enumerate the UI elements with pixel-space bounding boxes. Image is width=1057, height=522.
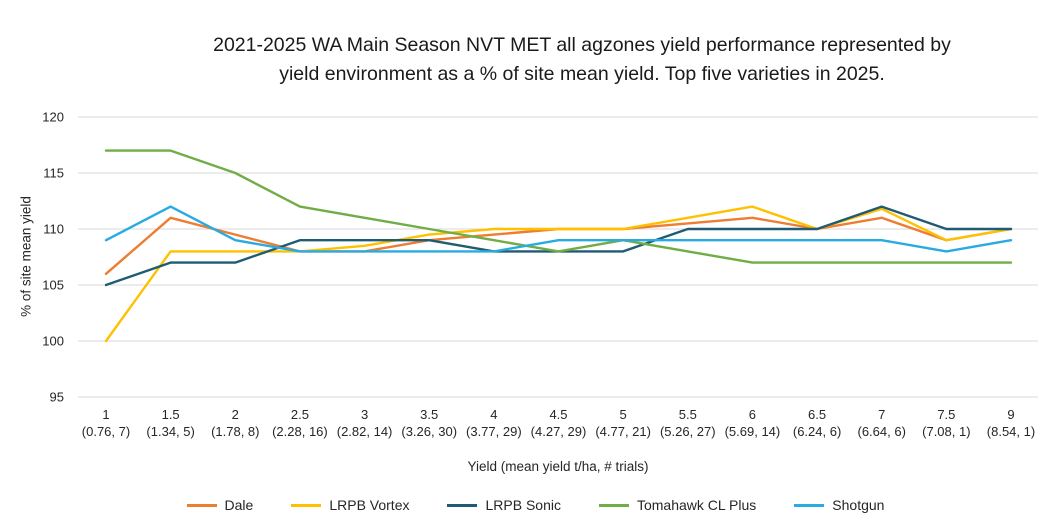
legend-label: Shotgun — [832, 497, 885, 513]
x-tick-label: 6 — [749, 407, 756, 422]
x-tick-label: 3.5 — [420, 407, 438, 422]
legend-swatch-icon — [598, 503, 629, 507]
x-tick-detail: (8.54, 1) — [987, 424, 1035, 439]
legend-label: Dale — [224, 497, 254, 513]
x-tick-label: 5.5 — [679, 407, 697, 422]
x-tick-label: 1 — [102, 407, 109, 422]
x-tick-detail: (3.77, 29) — [466, 424, 522, 439]
x-tick-label: 9 — [1007, 407, 1014, 422]
x-tick-detail: (6.24, 6) — [793, 424, 841, 439]
x-tick-detail: (4.77, 21) — [595, 424, 651, 439]
y-tick-label: 110 — [43, 222, 64, 237]
legend-label: LRPB Sonic — [485, 497, 561, 513]
legend-label: LRPB Vortex — [329, 497, 410, 513]
legend-swatch-icon — [794, 503, 825, 507]
legend-item-lrpb-vortex: LRPB Vortex — [291, 497, 409, 513]
chart-title-line1: 2021-2025 WA Main Season NVT MET all agz… — [213, 34, 951, 56]
x-tick-detail: (2.28, 16) — [272, 424, 328, 439]
x-tick-label: 5 — [620, 407, 627, 422]
x-tick-detail: (1.34, 5) — [146, 424, 194, 439]
x-tick-detail: (1.78, 8) — [211, 424, 259, 439]
legend-item-tomahawk-cl-plus: Tomahawk CL Plus — [598, 497, 757, 513]
x-tick-label: 7.5 — [937, 407, 955, 422]
legend-swatch-icon — [447, 503, 478, 507]
series-line-dale — [104, 216, 1013, 275]
legend-item-lrpb-sonic: LRPB Sonic — [447, 497, 561, 513]
legend-item-dale: Dale — [186, 497, 254, 513]
x-axis-title: Yield (mean yield t/ha, # trials) — [467, 459, 649, 474]
legend-item-shotgun: Shotgun — [794, 497, 884, 513]
x-tick-detail: (5.26, 27) — [660, 424, 716, 439]
x-tick-detail: (2.82, 14) — [337, 424, 393, 439]
x-tick-label: 7 — [878, 407, 885, 422]
y-tick-label: 120 — [42, 110, 64, 125]
series-line-tomahawk-cl-plus — [104, 149, 1013, 264]
x-tick-label: 4.5 — [549, 407, 567, 422]
series-line-shotgun — [104, 205, 1013, 253]
x-tick-label: 3 — [361, 407, 368, 422]
y-tick-label: 95 — [50, 390, 64, 405]
x-tick-detail: (7.08, 1) — [922, 424, 970, 439]
x-tick-label: 2 — [232, 407, 239, 422]
chart-title: 2021-2025 WA Main Season NVT MET all agz… — [107, 31, 1057, 89]
legend: Dale LRPB Vortex LRPB Sonic Tomahawk CL Plu… — [0, 497, 1057, 513]
y-tick-label: 105 — [42, 278, 64, 293]
series-line-lrpb-vortex — [104, 205, 1013, 343]
y-tick-label: 100 — [42, 334, 64, 349]
y-axis-title: % of site mean yield — [18, 196, 34, 317]
legend-label: Tomahawk CL Plus — [636, 497, 757, 513]
y-tick-label: 115 — [43, 166, 64, 181]
chart-title-line2: yield environment as a % of site mean yi… — [279, 63, 885, 85]
legend-swatch-icon — [186, 503, 217, 507]
x-tick-detail: (4.27, 29) — [531, 424, 587, 439]
x-tick-detail: (0.76, 7) — [82, 424, 130, 439]
x-tick-label: 2.5 — [291, 407, 309, 422]
x-tick-detail: (3.26, 30) — [401, 424, 457, 439]
x-tick-label: 4 — [490, 407, 497, 422]
legend-swatch-icon — [291, 503, 322, 507]
x-tick-label: 1.5 — [162, 407, 180, 422]
x-tick-detail: (5.69, 14) — [725, 424, 781, 439]
x-tick-detail: (6.64, 6) — [858, 424, 906, 439]
x-tick-label: 6.5 — [808, 407, 826, 422]
